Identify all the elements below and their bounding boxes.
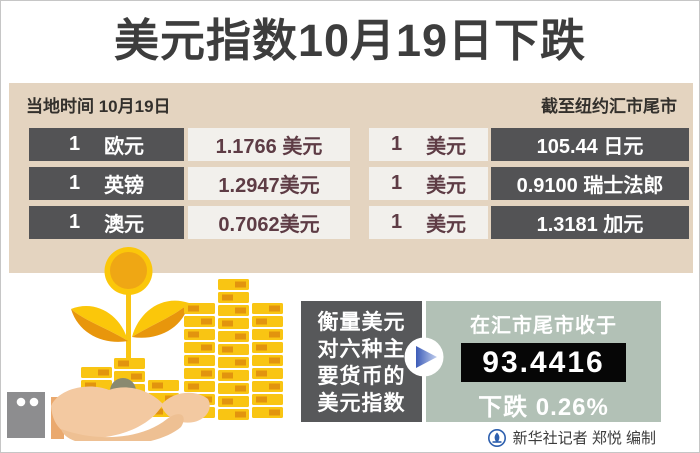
leaf-left-icon	[71, 305, 128, 341]
plant-stem-icon	[126, 291, 131, 363]
rate-row-1: 1 欧元 1.1766 美元 1 美元 105.44 日元	[9, 128, 693, 161]
leaf-right-icon	[132, 300, 189, 337]
rate-qty: 1	[390, 211, 403, 233]
exchange-rates-table: 1 欧元 1.1766 美元 1 美元 105.44 日元 1 英镑 1.294…	[9, 128, 693, 245]
rate-qty: 1	[390, 133, 403, 155]
index-description-box: 衡量美元 对六种主 要货币的 美元指数	[301, 301, 422, 422]
close-label: 在汇市尾市收于	[470, 315, 617, 337]
gray-block-decoration	[7, 392, 45, 438]
currency-label-eur: 1 欧元	[29, 128, 184, 161]
rate-currency: 英镑	[104, 175, 145, 197]
hand-icon	[51, 378, 210, 441]
market-close-label: 截至纽约汇市尾市	[541, 97, 677, 116]
credit-text: 新华社记者 郑悦 编制	[512, 430, 656, 447]
rate-value-usd-chf: 0.9100 瑞士法郎	[491, 167, 689, 200]
currency-label-aud: 1 澳元	[29, 206, 184, 239]
rate-value-eur-usd: 1.1766 美元	[188, 128, 350, 161]
currency-label-gbp: 1 英镑	[29, 167, 184, 200]
rate-currency: 美元	[426, 175, 467, 197]
rate-value-aud-usd: 0.7062美元	[188, 206, 350, 239]
rate-value-usd-jpy: 105.44 日元	[491, 128, 689, 161]
rate-qty: 1	[68, 133, 81, 155]
index-value: 93.4416	[461, 343, 626, 382]
xinhua-logo-icon	[487, 428, 506, 447]
rate-currency: 美元	[426, 136, 467, 158]
coin-stacks-icon	[81, 279, 283, 421]
rate-row-3: 1 澳元 0.7062美元 1 美元 1.3181 加元	[9, 206, 693, 239]
desc-line: 美元指数	[317, 392, 406, 415]
rate-qty: 1	[390, 172, 403, 194]
rate-qty: 1	[68, 172, 81, 194]
desc-line: 对六种主	[317, 338, 406, 361]
currency-label-usd-3: 1 美元	[369, 206, 488, 239]
rate-qty: 1	[68, 211, 81, 233]
rates-panel: 当地时间 10月19日 截至纽约汇市尾市 1 欧元 1.1766 美元 1 美元…	[9, 83, 693, 273]
index-result-box: 在汇市尾市收于 93.4416 下跌 0.26%	[426, 301, 661, 422]
local-time-label: 当地时间 10月19日	[26, 97, 171, 116]
desc-line: 衡量美元	[317, 311, 406, 334]
rate-currency: 美元	[426, 214, 467, 236]
rate-value-usd-cad: 1.3181 加元	[491, 206, 689, 239]
play-arrow-icon	[404, 337, 444, 377]
desc-line: 要货币的	[317, 365, 406, 388]
currency-label-usd-2: 1 美元	[369, 167, 488, 200]
page-title: 美元指数10月19日下跌	[113, 15, 587, 66]
credit-line: 新华社记者 郑悦 编制	[487, 427, 656, 448]
currency-label-usd-1: 1 美元	[369, 128, 488, 161]
rate-currency: 欧元	[104, 136, 145, 158]
rate-value-gbp-usd: 1.2947美元	[188, 167, 350, 200]
rate-currency: 澳元	[104, 214, 145, 236]
change-label: 下跌 0.26%	[478, 394, 609, 421]
rate-row-2: 1 英镑 1.2947美元 1 美元 0.9100 瑞士法郎	[9, 167, 693, 200]
